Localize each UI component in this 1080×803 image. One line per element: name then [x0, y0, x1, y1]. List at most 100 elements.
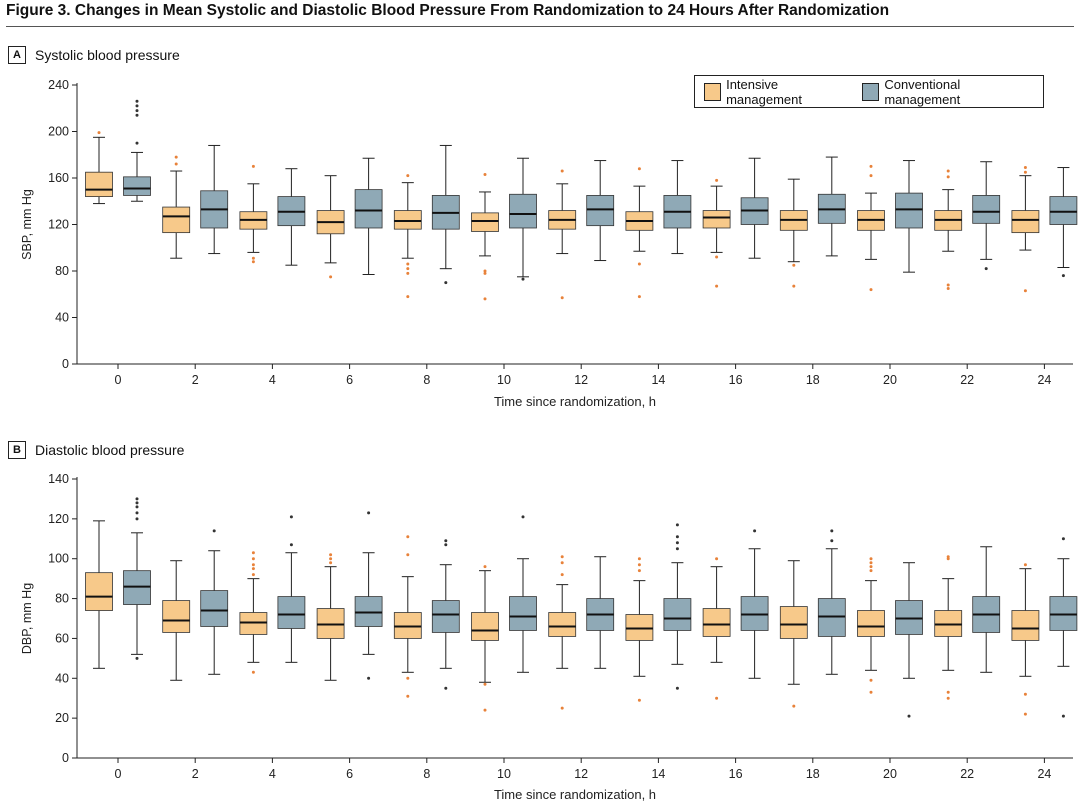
outlier-point [869, 557, 873, 561]
box-conventional-16h [740, 157, 769, 259]
outlier-point [174, 155, 178, 159]
outlier-point [560, 555, 564, 559]
outlier-point [869, 690, 873, 694]
panel-b-title: Diastolic blood pressure [35, 442, 185, 458]
box-intensive-24h [1011, 563, 1040, 716]
outlier-point [560, 561, 564, 565]
outlier-point [135, 511, 139, 515]
outlier-point [251, 164, 255, 168]
x-tick-label: 2 [192, 767, 199, 781]
outlier-point [483, 708, 487, 712]
y-tick-label: 240 [48, 78, 69, 92]
outlier-point [97, 131, 101, 135]
outlier-point [444, 539, 448, 543]
y-tick-label: 0 [62, 357, 69, 371]
x-tick-label: 12 [574, 373, 588, 387]
box-intensive-6h [316, 553, 345, 681]
panel-b-letter: B [8, 441, 26, 459]
box-intensive-6h [316, 175, 345, 279]
box-intensive-12h [548, 169, 577, 300]
outlier-point [444, 686, 448, 690]
outlier-point [135, 656, 139, 660]
box-intensive-8h [393, 174, 422, 299]
outlier-point [637, 295, 641, 299]
outlier-point [444, 281, 448, 285]
box-iqr [1011, 610, 1040, 641]
y-tick-label: 80 [55, 592, 69, 606]
box-intensive-18h [779, 560, 808, 708]
x-tick-label: 6 [346, 767, 353, 781]
x-tick-label: 18 [806, 767, 820, 781]
box-intensive-14h [625, 557, 654, 702]
box-iqr [471, 212, 499, 232]
outlier-point [715, 557, 719, 561]
box-intensive-4h [239, 551, 268, 674]
box-conventional-12h [586, 160, 615, 262]
y-axis-label: DBP, mm Hg [20, 583, 34, 654]
box-intensive-16h [702, 557, 731, 700]
outlier-point [251, 260, 255, 264]
title-divider [6, 26, 1074, 27]
box-conventional-0h [123, 99, 151, 202]
x-tick-label: 6 [346, 373, 353, 387]
outlier-point [869, 164, 873, 168]
box-intensive-2h [162, 560, 191, 681]
outlier-point [675, 686, 679, 690]
outlier-point [135, 501, 139, 505]
box-conventional-20h [895, 160, 923, 273]
outlier-point [637, 557, 641, 561]
outlier-point [715, 284, 719, 288]
box-iqr [431, 600, 460, 633]
outlier-point [1061, 274, 1065, 278]
y-tick-label: 200 [48, 125, 69, 139]
outlier-point [869, 174, 873, 178]
outlier-point [1023, 712, 1027, 716]
outlier-point [135, 109, 139, 113]
x-tick-label: 0 [115, 373, 122, 387]
box-intensive-10h [471, 173, 499, 301]
x-tick-label: 8 [423, 373, 430, 387]
panel-a-label: A Systolic blood pressure [8, 46, 180, 64]
box-conventional-18h [817, 156, 846, 257]
outlier-point [830, 529, 834, 533]
outlier-point [830, 539, 834, 543]
outlier-point [329, 553, 333, 557]
outlier-point [367, 511, 371, 515]
box-conventional-10h [509, 515, 537, 673]
outlier-point [251, 256, 255, 260]
outlier-point [135, 141, 139, 145]
outlier-point [251, 670, 255, 674]
box-conventional-8h [431, 144, 460, 285]
panel-a-title: Systolic blood pressure [35, 47, 180, 63]
outlier-point [1023, 692, 1027, 696]
x-tick-label: 8 [423, 767, 430, 781]
x-tick-label: 10 [497, 373, 511, 387]
outlier-point [869, 565, 873, 569]
outlier-point [406, 267, 410, 271]
panel-b-label: B Diastolic blood pressure [8, 441, 184, 459]
box-conventional-12h [586, 556, 615, 669]
box-intensive-22h [934, 555, 963, 700]
outlier-point [560, 296, 564, 300]
outlier-point [1023, 166, 1027, 170]
box-iqr [85, 171, 113, 198]
outlier-point [1023, 289, 1027, 293]
outlier-point [483, 682, 487, 686]
box-conventional-14h [663, 160, 692, 255]
y-tick-label: 100 [48, 552, 69, 566]
outlier-point [560, 706, 564, 710]
y-tick-label: 40 [55, 671, 69, 685]
box-intensive-24h [1011, 166, 1040, 293]
box-iqr [393, 210, 422, 230]
box-conventional-4h [277, 168, 306, 266]
outlier-point [135, 517, 139, 521]
x-axis-label: Time since randomization, h [494, 394, 656, 409]
outlier-point [560, 573, 564, 577]
box-conventional-2h [200, 144, 229, 255]
outlier-point [135, 99, 139, 103]
box-conventional-2h [200, 529, 229, 675]
outlier-point [251, 551, 255, 555]
outlier-point [637, 167, 641, 171]
box-intensive-20h [857, 557, 885, 694]
